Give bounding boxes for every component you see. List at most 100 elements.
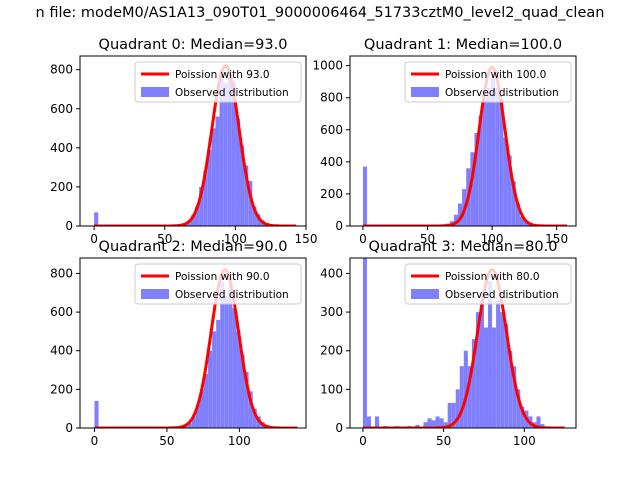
quadrant-1-legend-box [404, 61, 572, 103]
quadrant-3-hist-bar [415, 424, 420, 428]
quadrant-2-hist-bar [228, 285, 233, 428]
quadrant-3-legend-box [404, 263, 572, 305]
quadrant-3-legend: Poission with 80.0 Observed distribution [404, 263, 572, 305]
quadrant-3-y-tick-label: 300 [320, 305, 343, 319]
quadrant-1-hist-bar [457, 203, 463, 226]
quadrant-3-hist-bar [492, 327, 497, 428]
quadrant-3-legend-hist-label: Observed distribution [445, 289, 559, 301]
quadrant-1-axes-frame [349, 55, 577, 227]
quadrant-0-hist-bar [244, 165, 249, 226]
quadrant-2-hist-bar [252, 408, 257, 428]
quadrant-1-hist-bar [511, 181, 516, 226]
quadrant-0-poisson-curve [94, 64, 297, 226]
quadrant-0-legend-hist-swatch [141, 87, 169, 97]
quadrant-1-x-tick-label: 150 [545, 232, 568, 246]
quadrant-3-x-tick-label: 50 [436, 434, 451, 448]
quadrant-3-y-tick-label: 200 [320, 344, 343, 358]
quadrant-2-legend-hist-label: Observed distribution [175, 289, 289, 301]
quadrant-2-hist-bar [236, 331, 241, 428]
quadrant-3-hist-bar [520, 406, 525, 428]
quadrant-2-hist-bar [224, 296, 229, 428]
quadrant-1-hist-bar [362, 166, 368, 226]
quadrant-2-hist-bar [199, 389, 205, 428]
quadrant-0-hist-bar [211, 128, 216, 226]
quadrant-0-x-tick-label: 150 [295, 232, 318, 246]
quadrant-2-axes-frame [79, 257, 307, 429]
quadrant-3-hist-bar [508, 350, 513, 428]
quadrant-3-hist-bar [443, 422, 448, 428]
quadrant-2-hist-bar [212, 331, 217, 428]
quadrant-1-hist-bar [495, 88, 500, 226]
quadrant-3-hist-bar [496, 300, 501, 428]
quadrant-2-y-tick-label: 400 [50, 344, 73, 358]
quadrant-2-y-tick-label: 200 [50, 382, 73, 396]
quadrant-3-hist-bar [471, 339, 476, 428]
quadrant-0-hist-bar [227, 77, 232, 226]
quadrant-0-plot-area [94, 64, 297, 226]
quadrant-3-y-tick-label: 100 [320, 382, 343, 396]
quadrant-3-chart: Quadrant 3: Median=80.0 0 50 100 0 100 200 300 4… [320, 239, 577, 448]
quadrant-0-hist-bar [207, 149, 212, 226]
quadrant-3-hist-bar [475, 312, 480, 428]
quadrant-2-hist-bar [195, 404, 200, 428]
quadrant-3-hist-bar [479, 300, 484, 428]
quadrant-2-legend: Poission with 90.0 Observed distribution [134, 263, 302, 305]
quadrant-0-hist-bar [194, 206, 200, 226]
quadrant-0-x-tick-label: 0 [90, 232, 98, 246]
quadrant-0-y-tick-label: 0 [65, 219, 73, 233]
quadrant-0-y-tick-label: 200 [50, 180, 73, 194]
quadrant-3-hist-bar [366, 416, 371, 428]
quadrant-3-hist-bar [423, 422, 428, 428]
quadrant-1-hist-bar [524, 221, 529, 226]
quadrant-3-hist-bar [459, 366, 464, 428]
quadrant-2-hist-bar [187, 423, 192, 428]
quadrant-3-legend-hist-swatch [411, 289, 439, 299]
quadrant-0-x-tick-label: 50 [157, 232, 172, 246]
quadrant-3-hist-bar [447, 402, 452, 428]
quadrant-3-hist-bar [512, 366, 517, 428]
figure-suptitle: n file: modeM0/AS1A13_090T01_9000006464_… [36, 5, 605, 21]
quadrant-1-title: Quadrant 1: Median=100.0 [364, 37, 562, 53]
quadrant-1-legend-hist-swatch [411, 87, 439, 97]
quadrant-1-legend: Poission with 100.0 Observed distribution [404, 61, 572, 103]
quadrant-3-hist-bar [431, 420, 436, 428]
quadrant-1-y-tick-label: 600 [320, 123, 343, 137]
quadrant-3-hist-bar [427, 418, 432, 428]
quadrant-3-hist-bar [483, 327, 489, 428]
quadrant-0-title: Quadrant 0: Median=93.0 [99, 37, 288, 53]
quadrant-2-y-tick-label: 600 [50, 305, 73, 319]
quadrant-0-y-tick-label: 600 [50, 102, 73, 116]
quadrant-2-hist-bar [191, 416, 196, 428]
quadrant-0-hist-bar [219, 69, 224, 226]
quadrant-2-hist-bar [94, 400, 99, 428]
quadrant-2-hist-bar [232, 308, 237, 428]
quadrant-2-y-tick-label: 800 [50, 266, 73, 280]
quadrant-1-legend-poisson-label: Poission with 100.0 [445, 69, 546, 81]
quadrant-3-hist-bar [375, 416, 380, 428]
quadrant-3-hist-bar [435, 416, 440, 428]
quadrant-3-hist-bar [467, 366, 472, 428]
quadrant-2-x-tick-label: 50 [159, 434, 174, 448]
quadrant-3-hist-bar [488, 281, 493, 428]
quadrant-1-poisson-curve [362, 65, 568, 226]
quadrant-1-x-tick-label: 0 [359, 232, 367, 246]
quadrant-1-hist-bar [507, 155, 512, 226]
quadrant-1-hist-bar [503, 137, 508, 226]
quadrant-1-x-tick-label: 50 [420, 232, 435, 246]
quadrant-2-legend-box [134, 263, 302, 305]
quadrant-1-hist-bar [499, 99, 504, 226]
quadrant-2-hist-bar [204, 373, 209, 428]
quadrant-3-hist-bar [439, 418, 444, 428]
quadrant-2-hist-bar [240, 354, 245, 428]
quadrant-0-legend-poisson-label: Poission with 93.0 [175, 69, 270, 81]
quadrant-2-poisson-curve [94, 268, 298, 428]
quadrant-0-axes-frame [79, 55, 307, 227]
quadrant-0-hist-bar [240, 145, 245, 226]
quadrant-3-hist-bar [504, 323, 509, 428]
quadrant-3-hist-bar [455, 389, 460, 428]
quadrant-0-hist-bar [203, 171, 208, 226]
quadrant-0-y-tick-label: 400 [50, 141, 73, 155]
quadrant-0-hist-bar [186, 222, 191, 226]
quadrant-2-x-tick-label: 100 [228, 434, 251, 448]
